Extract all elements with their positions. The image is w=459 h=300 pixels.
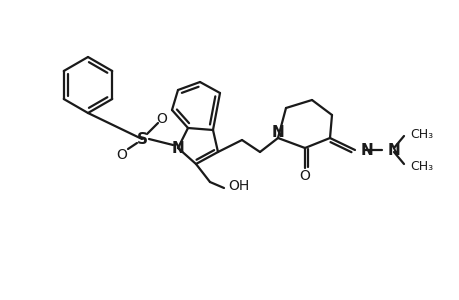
Text: S: S [136,131,147,146]
Text: N: N [387,142,400,158]
Text: O: O [299,169,310,183]
Text: OH: OH [228,179,249,193]
Text: CH₃: CH₃ [409,128,432,140]
Text: O: O [116,148,127,162]
Text: N: N [360,142,373,158]
Text: CH₃: CH₃ [409,160,432,172]
Text: N: N [271,124,284,140]
Text: O: O [156,112,167,126]
Text: N: N [171,140,184,155]
